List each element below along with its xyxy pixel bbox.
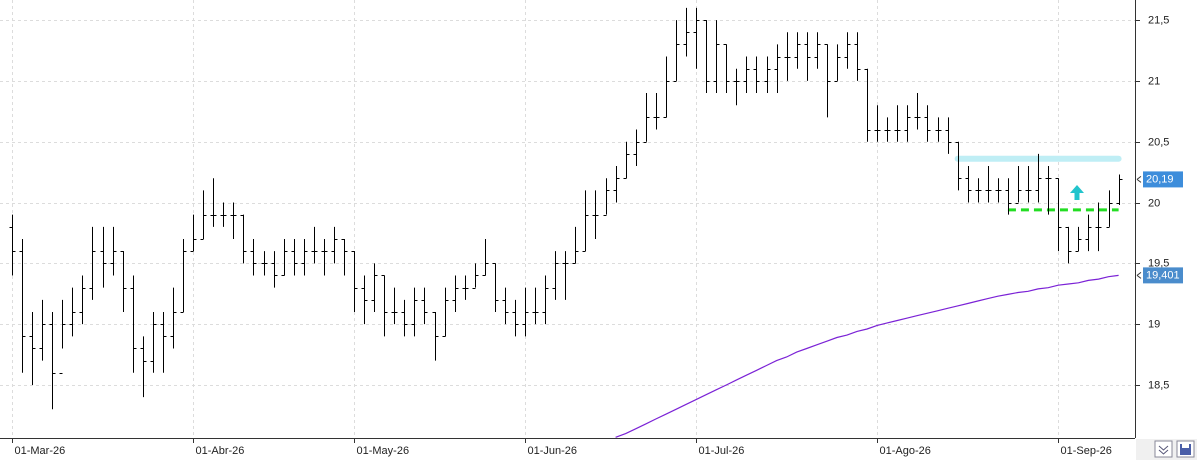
price-pointer	[1136, 271, 1142, 279]
x-tick-label: 01-Abr-26	[196, 445, 245, 457]
x-tick-label: 01-Ago-26	[880, 445, 931, 457]
arrow-shape	[1070, 185, 1084, 200]
price-label: 19,401	[1146, 269, 1180, 281]
y-tick-label: 19,5	[1148, 257, 1169, 269]
scroll-button[interactable]	[1154, 440, 1173, 458]
button-icon	[1182, 444, 1189, 448]
save-button[interactable]	[1176, 440, 1195, 458]
y-tick-label: 18,5	[1148, 379, 1169, 391]
y-tick-label: 21,5	[1148, 14, 1169, 26]
x-tick-label: 01-Jun-26	[528, 445, 578, 457]
price-label: 20,19	[1146, 173, 1174, 185]
y-tick-label: 21	[1148, 75, 1160, 87]
moving-average	[615, 274, 1119, 438]
x-tick-label: 01-May-26	[357, 445, 410, 457]
price-label-box	[1143, 267, 1183, 284]
y-tick-label: 20,5	[1148, 136, 1169, 148]
button-frame[interactable]	[1154, 440, 1173, 458]
x-tick-label: 01-Sep-26	[1061, 445, 1112, 457]
x-tick-label: 01-Jul-26	[699, 445, 745, 457]
plot	[9, 7, 1123, 438]
button-icon	[1180, 444, 1191, 455]
button-icon	[1158, 445, 1169, 455]
grid	[0, 0, 1135, 438]
x-tick-label: 01-Mar-26	[15, 445, 66, 457]
price-pointer	[1136, 176, 1142, 183]
y-tick-label: 19	[1148, 318, 1160, 330]
price-label-box	[1143, 171, 1183, 188]
up-arrow-signal	[1070, 185, 1084, 200]
y-tick-label: 20	[1148, 197, 1160, 209]
